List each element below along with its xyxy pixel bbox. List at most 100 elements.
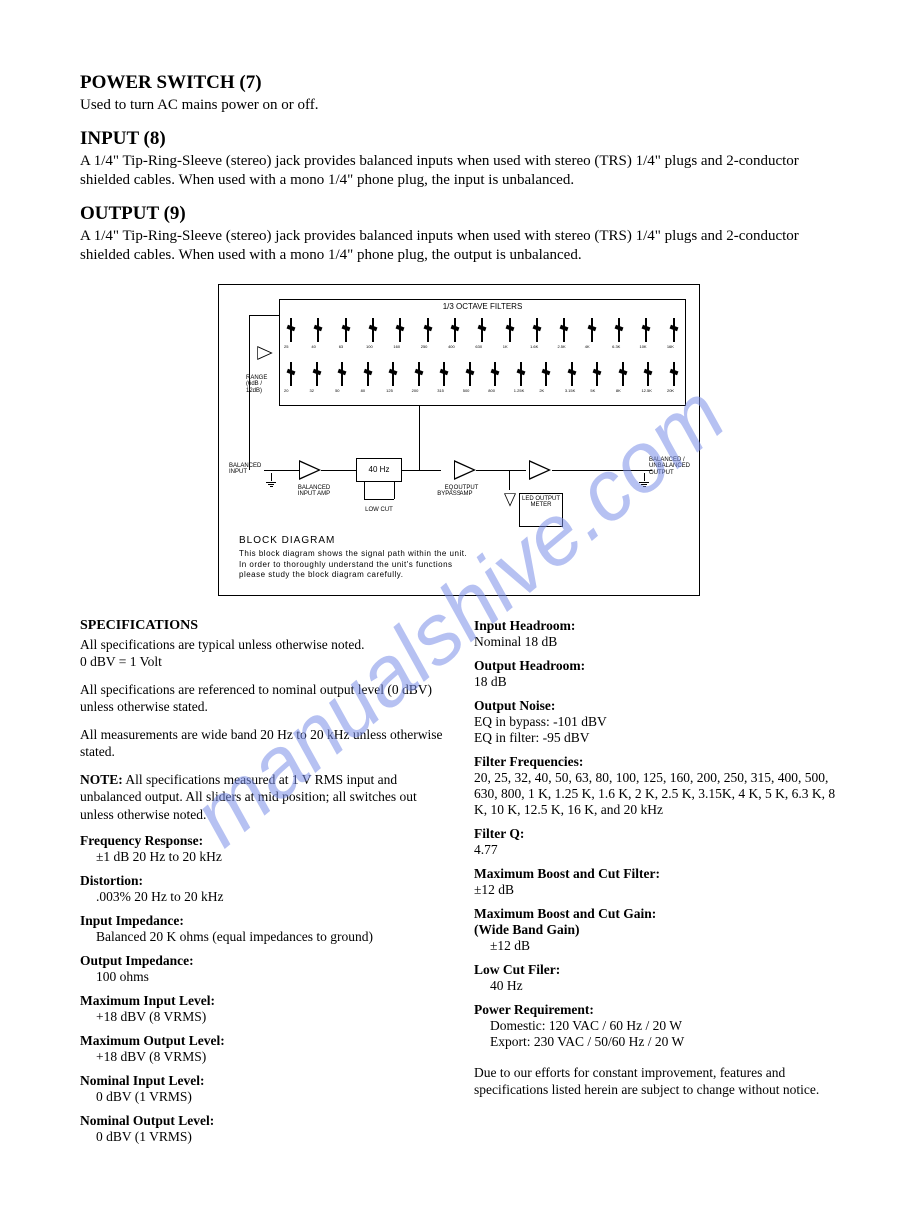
block-diagram: 1/3 OCTAVE FILTERS 254063100160250400630…	[218, 284, 700, 596]
filter-slider-label: 2.5K	[557, 344, 565, 349]
input-amp-label: BALANCED INPUT AMP	[294, 485, 334, 498]
filter-slider-label: 12.5K	[641, 388, 651, 393]
filter-slider: 6.3K	[618, 318, 620, 342]
max-output-level-label: Maximum Output Level:	[80, 1033, 444, 1049]
input-impedance-value: Balanced 20 K ohms (equal impedances to …	[96, 929, 444, 945]
block-diagram-caption: BLOCK DIAGRAM This block diagram shows t…	[239, 534, 467, 580]
block-diagram-wrap: 1/3 OCTAVE FILTERS 254063100160250400630…	[80, 284, 838, 596]
input-body: A 1/4" Tip-Ring-Sleeve (stereo) jack pro…	[80, 152, 838, 191]
input-title: INPUT (8)	[80, 128, 838, 150]
filter-slider: 25	[290, 318, 292, 342]
specs-intro1: All specifications are typical unless ot…	[80, 636, 444, 654]
filter-slider: 2K	[545, 362, 547, 386]
output-headroom-label: Output Headroom:	[474, 658, 838, 674]
output-noise-value1: EQ in bypass: -101 dBV	[474, 714, 838, 730]
filter-slider: 5K	[596, 362, 598, 386]
filter-slider-label: 40	[311, 344, 315, 349]
filter-slider-label: 25	[284, 344, 288, 349]
filter-slider-label: 800	[488, 388, 495, 393]
filter-slider: 315	[443, 362, 445, 386]
bd-line1: This block diagram shows the signal path…	[239, 549, 467, 559]
specs-note: NOTE: All specifications measured at 1 V…	[80, 771, 444, 824]
filter-slider-label: 100	[366, 344, 373, 349]
freq-resp-value: ±1 dB 20 Hz to 20 kHz	[96, 849, 444, 865]
slider-row-bottom: 203250801252003155008001.25K2K3.15K5K8K1…	[290, 362, 675, 386]
filter-slider-label: 16K	[667, 344, 674, 349]
filter-slider: 400	[454, 318, 456, 342]
filter-slider-label: 6.3K	[612, 344, 620, 349]
max-input-level-label: Maximum Input Level:	[80, 993, 444, 1009]
filter-slider-label: 500	[463, 388, 470, 393]
output-noise-label: Output Noise:	[474, 698, 838, 714]
nominal-input-level-label: Nominal Input Level:	[80, 1073, 444, 1089]
power-req-label: Power Requirement:	[474, 1002, 838, 1018]
filter-slider: 160	[399, 318, 401, 342]
low-cut-filter-value: 40 Hz	[490, 978, 838, 994]
input-impedance-label: Input Impedance:	[80, 913, 444, 929]
filter-slider-label: 160	[393, 344, 400, 349]
max-boost-cut-filter-label: Maximum Boost and Cut Filter:	[474, 866, 838, 882]
output-headroom-value: 18 dB	[474, 674, 838, 690]
max-input-level-value: +18 dBV (8 VRMS)	[96, 1009, 444, 1025]
specs-intro4: All measurements are wide band 20 Hz to …	[80, 726, 444, 761]
filter-slider-label: 2K	[539, 388, 544, 393]
specs-header: SPECIFICATIONS	[80, 618, 444, 634]
filter-slider-label: 8K	[616, 388, 621, 393]
filter-slider: 50	[341, 362, 343, 386]
specs-intro2: 0 dBV = 1 Volt	[80, 653, 444, 671]
note-body: All specifications measured at 1 V RMS i…	[80, 772, 417, 822]
specifications: SPECIFICATIONS All specifications are ty…	[80, 618, 838, 1152]
filter-slider: 40	[317, 318, 319, 342]
filter-slider: 250	[427, 318, 429, 342]
filter-slider: 4K	[591, 318, 593, 342]
output-impedance-label: Output Impedance:	[80, 953, 444, 969]
filter-slider: 32	[316, 362, 318, 386]
filter-slider-label: 250	[421, 344, 428, 349]
filter-slider-label: 630	[475, 344, 482, 349]
balanced-output-label: BALANCED / UNBALANCED OUTPUT	[649, 457, 694, 477]
filter-slider: 1.6K	[536, 318, 538, 342]
filter-slider-label: 400	[448, 344, 455, 349]
max-boost-cut-gain-value: ±12 dB	[490, 938, 838, 954]
filter-slider: 500	[469, 362, 471, 386]
low-cut-filter-label: Low Cut Filer:	[474, 962, 838, 978]
filter-slider-label: 20K	[667, 388, 674, 393]
bd-line3: please study the block diagram carefully…	[239, 570, 467, 580]
filter-freq-label: Filter Frequencies:	[474, 754, 838, 770]
filter-slider: 63	[345, 318, 347, 342]
filter-slider: 125	[392, 362, 394, 386]
distortion-label: Distortion:	[80, 873, 444, 889]
filter-slider-label: 80	[361, 388, 365, 393]
max-boost-cut-gain-label2: (Wide Band Gain)	[474, 922, 838, 938]
filter-slider: 200	[418, 362, 420, 386]
filter-slider: 10K	[645, 318, 647, 342]
output-title: OUTPUT (9)	[80, 203, 838, 225]
nominal-input-level-value: 0 dBV (1 VRMS)	[96, 1089, 444, 1105]
specs-footer: Due to our efforts for constant improvem…	[474, 1064, 838, 1099]
bd-line2: In order to thoroughly understand the un…	[239, 560, 467, 570]
box-40hz: 40 Hz	[356, 458, 402, 482]
filter-slider-label: 10K	[639, 344, 646, 349]
output-noise-value2: EQ in filter: -95 dBV	[474, 730, 838, 746]
max-boost-cut-gain-label: Maximum Boost and Cut Gain:	[474, 906, 838, 922]
bd-title: BLOCK DIAGRAM	[239, 534, 467, 547]
specs-intro3: All specifications are referenced to nom…	[80, 681, 444, 716]
nominal-output-level-label: Nominal Output Level:	[80, 1113, 444, 1129]
slider-row-top: 2540631001602504006301K1.6K2.5K4K6.3K10K…	[290, 318, 675, 342]
power-switch-title: POWER SWITCH (7)	[80, 72, 838, 94]
filter-slider-label: 50	[335, 388, 339, 393]
filter-slider: 80	[367, 362, 369, 386]
input-headroom-label: Input Headroom:	[474, 618, 838, 634]
filter-slider-label: 315	[437, 388, 444, 393]
filter-slider: 1.25K	[520, 362, 522, 386]
filter-slider: 8K	[622, 362, 624, 386]
filter-slider: 12.5K	[647, 362, 649, 386]
low-cut-label: LOW CUT	[359, 507, 399, 514]
distortion-value: .003% 20 Hz to 20 kHz	[96, 889, 444, 905]
specs-right-col: Input Headroom: Nominal 18 dB Output Hea…	[474, 618, 838, 1152]
filter-box: 1/3 OCTAVE FILTERS 254063100160250400630…	[279, 299, 686, 406]
nominal-output-level-value: 0 dBV (1 VRMS)	[96, 1129, 444, 1145]
filter-slider: 3.15K	[571, 362, 573, 386]
filter-slider-label: 125	[386, 388, 393, 393]
filter-q-label: Filter Q:	[474, 826, 838, 842]
